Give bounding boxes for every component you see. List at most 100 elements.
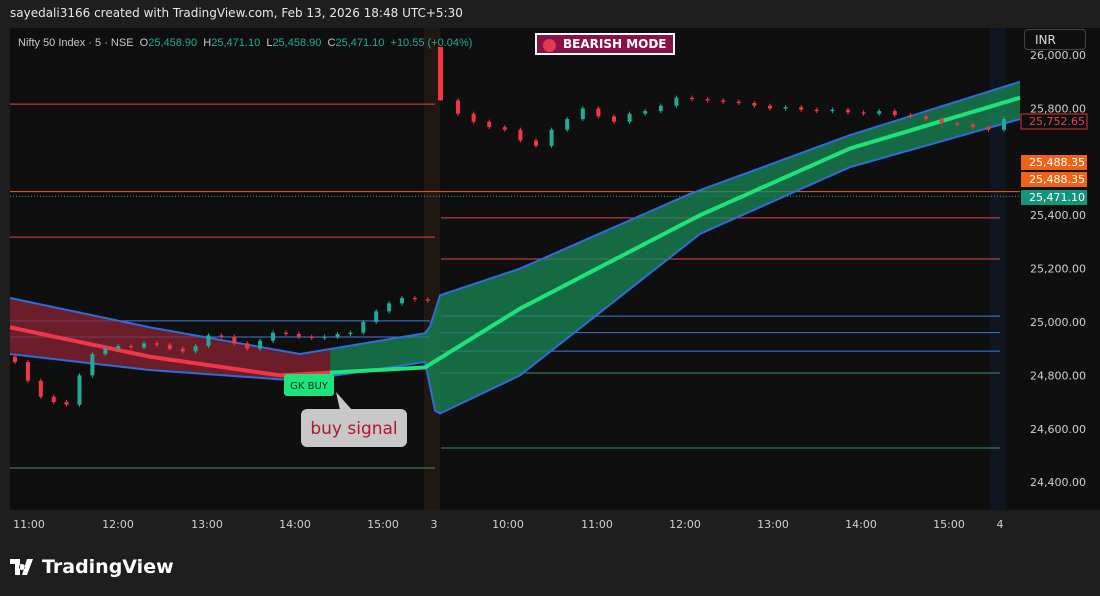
candle-body [167,344,172,349]
x-axis-label: 15:00 [367,518,399,531]
y-axis-label: 24,400.00 [1030,476,1086,489]
candle-body [674,97,679,106]
candle-body [596,108,601,117]
candle-body [232,336,237,344]
y-axis-label: 26,000.00 [1030,49,1086,62]
x-axis-label: 11:00 [581,518,613,531]
x-axis-label: 14:00 [279,518,311,531]
candle-body [387,303,392,312]
x-axis-label: 13:00 [191,518,223,531]
candle-body [90,354,95,376]
symbol-name[interactable]: Nifty 50 Index · 5 · NSE [18,37,134,49]
candle-body [271,332,275,341]
band-lower-edge [9,118,1021,415]
band-upper-edge [9,80,1021,356]
candle-body [846,109,850,113]
price-tag-label: 25,488.35 [1029,156,1085,169]
candle-body [412,297,417,300]
price-tag [1021,155,1087,170]
symbol-legend: Nifty 50 Index · 5 · NSE O25,458.90 H25,… [18,37,472,49]
candle-body [534,140,538,146]
close-value: 25,471.10 [335,37,385,49]
close-label: C [327,37,336,49]
candle-body [25,362,30,381]
candle-body [565,119,570,130]
candle-body [955,123,960,125]
currency-button[interactable]: INR [1024,29,1086,50]
open-value: 25,458.90 [148,37,198,49]
bearish-band [10,297,330,381]
y-axis-label: 25,000.00 [1030,316,1086,329]
candle-body [206,335,211,347]
high-value: 25,471.10 [211,37,261,49]
candle-body [283,332,288,335]
candle-body [908,115,913,117]
candle-body [502,127,507,130]
x-axis-label: 15:00 [933,518,965,531]
red-dot-icon [543,39,556,52]
candle-body [116,346,121,349]
candle-body [400,297,404,304]
chart-credit: sayedali3166 created with TradingView.co… [10,6,463,20]
candle-body [924,116,928,120]
x-axis-label: 13:00 [757,518,789,531]
y-axis-label: 25,400.00 [1030,209,1086,222]
session-break [424,28,440,510]
candle-body [690,97,694,100]
candle-body [64,402,69,405]
price-tag [1020,113,1088,130]
candle-body [658,105,663,112]
gk-buy-signal [284,374,334,396]
candle-body [799,107,804,110]
session-break [990,28,1006,510]
candle-body [129,346,134,348]
x-axis-label: 4 [997,518,1004,531]
candle-body [456,100,460,114]
x-axis-label: 14:00 [845,518,877,531]
candle-body [374,311,379,322]
candle-body [348,332,353,335]
low-value: 25,458.90 [272,37,322,49]
tradingview-logo: TradingView [10,556,174,578]
low-label: L [266,37,273,49]
candle-body [103,348,108,355]
candle-body [877,111,882,114]
candle-body [296,334,301,337]
candle-body [51,396,56,403]
y-axis-label: 25,800.00 [1030,102,1086,115]
high-label: H [203,37,212,49]
brand-name: TradingView [42,556,174,578]
price-tag-label: 25,488.35 [1029,173,1085,186]
candle-body [892,111,897,116]
candle-body [335,334,340,337]
candle-body [643,111,648,114]
x-axis-label: 11:00 [13,518,45,531]
gk-buy-label: GK BUY [290,381,329,392]
price-tag-label: 25,752.65 [1029,115,1085,128]
candle-body [219,335,224,337]
candle-body [77,375,82,405]
y-axis-label: 24,800.00 [1030,369,1086,382]
plot-area [10,28,1020,510]
open-label: O [139,37,149,49]
tradingview-logo-icon [10,559,33,575]
candle-body [518,129,523,141]
candle-body [861,112,866,114]
badge-text: BEARISH MODE [563,37,667,51]
bearish-mode-badge: BEARISH MODE [535,33,675,55]
price-tag-label: 25,471.10 [1029,191,1085,204]
bullish-midline [329,95,1021,375]
callout-pointer [336,392,352,410]
candle-body [549,129,554,146]
annotation-callout [301,409,407,447]
candle-body [970,124,975,128]
x-axis-label: 3 [431,518,438,531]
candle-body [612,116,616,122]
candle-body [627,113,632,122]
candle-body [193,346,198,352]
candle-body [309,336,314,339]
y-axis-label: 24,600.00 [1030,423,1086,436]
candle-body [752,103,757,106]
candle-body [939,119,944,124]
